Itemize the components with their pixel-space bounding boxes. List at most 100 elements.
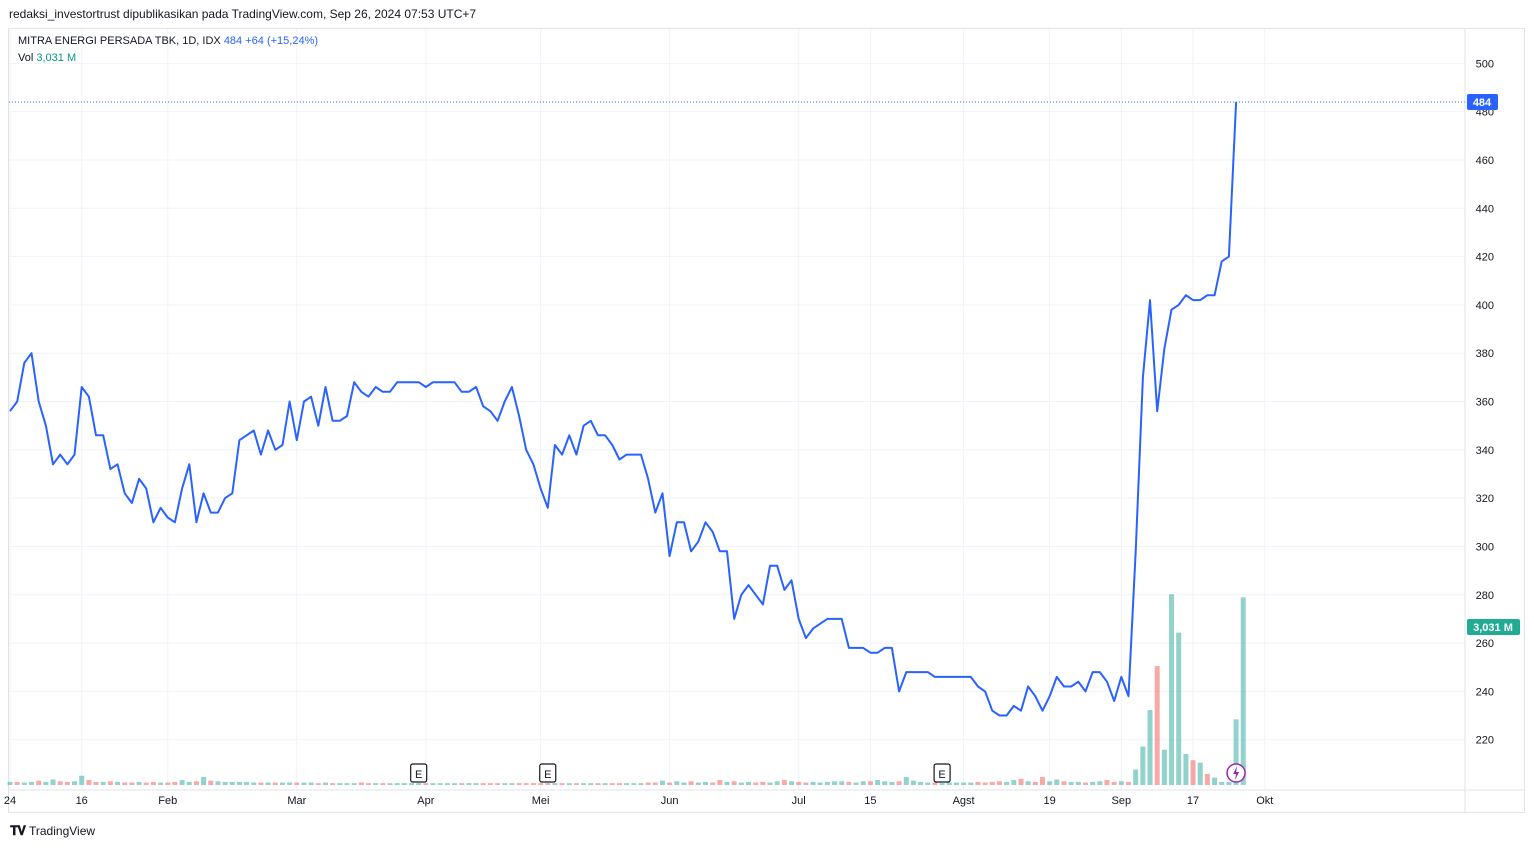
volume-bar (57, 781, 63, 785)
volume-bar (1161, 749, 1167, 785)
x-tick-label: Jul (792, 795, 806, 807)
volume-bar (423, 783, 429, 785)
volume-bar (229, 781, 235, 785)
volume-bar (774, 781, 780, 785)
volume-bar (882, 781, 888, 785)
volume-bar (767, 782, 773, 785)
published-by-header: redaksi_investortrust dipublikasikan pad… (9, 7, 477, 21)
volume-bar (631, 783, 637, 785)
volume-bar (889, 781, 895, 785)
volume-bar (781, 780, 787, 785)
volume-bar (1090, 781, 1096, 785)
volume-bar (566, 783, 572, 785)
volume-bar (545, 783, 551, 785)
volume-bar (179, 780, 185, 785)
volume-bar (495, 783, 501, 785)
volume-bar (1183, 754, 1189, 785)
volume-bar (1147, 710, 1153, 785)
volume-bar (401, 783, 407, 785)
y-tick-label: 260 (1476, 638, 1494, 650)
volume-bar (279, 782, 285, 785)
volume-legend[interactable]: Vol 3,031 M (18, 52, 76, 64)
volume-bar (1047, 781, 1053, 785)
earnings-marker-box (933, 763, 951, 783)
volume-bar (953, 782, 959, 785)
volume-bar (1011, 780, 1017, 785)
volume-bar (322, 782, 328, 785)
volume-bar (222, 781, 228, 785)
volume-bar (1018, 778, 1024, 785)
volume-bar (946, 782, 952, 785)
earnings-marker[interactable]: E (933, 763, 951, 783)
volume-bar (1111, 781, 1117, 785)
volume-bar (452, 783, 458, 785)
volume-bar (1190, 760, 1196, 785)
volume-bar (1226, 781, 1232, 785)
volume-bar (846, 781, 852, 785)
volume-bar (738, 782, 744, 785)
volume-bar (337, 783, 343, 785)
volume-bar (702, 781, 708, 785)
earnings-marker-label: E (938, 769, 945, 781)
earnings-marker-box (539, 763, 557, 783)
volume-bar (961, 782, 967, 785)
volume-bar (609, 783, 615, 785)
volume-bar (387, 783, 393, 785)
volume-bar (366, 783, 371, 785)
volume-bar (903, 776, 909, 785)
volume-bar (760, 781, 766, 785)
volume-bar (674, 781, 680, 785)
x-tick-label: 19 (1044, 795, 1056, 807)
volume-bar (215, 781, 221, 785)
volume-bar (989, 781, 995, 785)
volume-bar (1169, 594, 1175, 785)
volume-value-label: 3,031 M (36, 52, 77, 64)
volume-bar (832, 781, 838, 785)
volume-bar (588, 783, 594, 785)
price-change-label: +64 (+15,24%) (245, 35, 319, 47)
volume-bar (107, 781, 113, 785)
volume-bar (875, 780, 881, 785)
volume-bar (939, 783, 945, 785)
volume-bar (129, 782, 135, 785)
x-tick-label: Jun (661, 795, 679, 807)
x-tick-label: 17 (1187, 795, 1199, 807)
volume-bar (287, 782, 293, 785)
volume-bar (93, 781, 99, 785)
volume-bar (925, 782, 931, 785)
tradingview-footer[interactable]: 𝐓𝐕 TradingView (10, 823, 95, 839)
price-line (9, 101, 1238, 717)
volume-bar (122, 782, 128, 785)
series-legend[interactable]: MITRA ENERGI PERSADA TBK, 1D, IDX 484 +6… (18, 35, 318, 47)
volume-bar (115, 781, 121, 785)
chart-pane[interactable] (8, 28, 1525, 813)
volume-bar (36, 780, 42, 785)
lightning-icon[interactable] (1226, 763, 1246, 783)
volume-bar (538, 783, 544, 785)
volume-bar (136, 781, 142, 785)
x-tick-label: Sep (1112, 795, 1132, 807)
volume-bar (29, 781, 35, 785)
volume-bar (595, 783, 601, 785)
volume-bar (258, 782, 264, 785)
volume-bar (1176, 632, 1182, 785)
volume-bar (1004, 781, 1010, 785)
volume-bar (982, 782, 988, 785)
volume-bar (1233, 719, 1239, 785)
volume-bar (1133, 769, 1139, 785)
y-tick-label: 500 (1476, 58, 1494, 70)
x-tick-label: Mar (287, 795, 306, 807)
volume-bar (1025, 781, 1031, 785)
volume-bar (100, 781, 106, 785)
earnings-marker[interactable]: E (410, 763, 428, 783)
volume-bar (473, 783, 479, 785)
volume-bar (910, 780, 916, 785)
volume-bar (208, 780, 214, 785)
earnings-marker[interactable]: E (539, 763, 557, 783)
volume-bar (1118, 781, 1124, 785)
y-tick-label: 460 (1476, 155, 1494, 167)
volume-bar (409, 783, 415, 785)
volume-bar (681, 782, 687, 785)
